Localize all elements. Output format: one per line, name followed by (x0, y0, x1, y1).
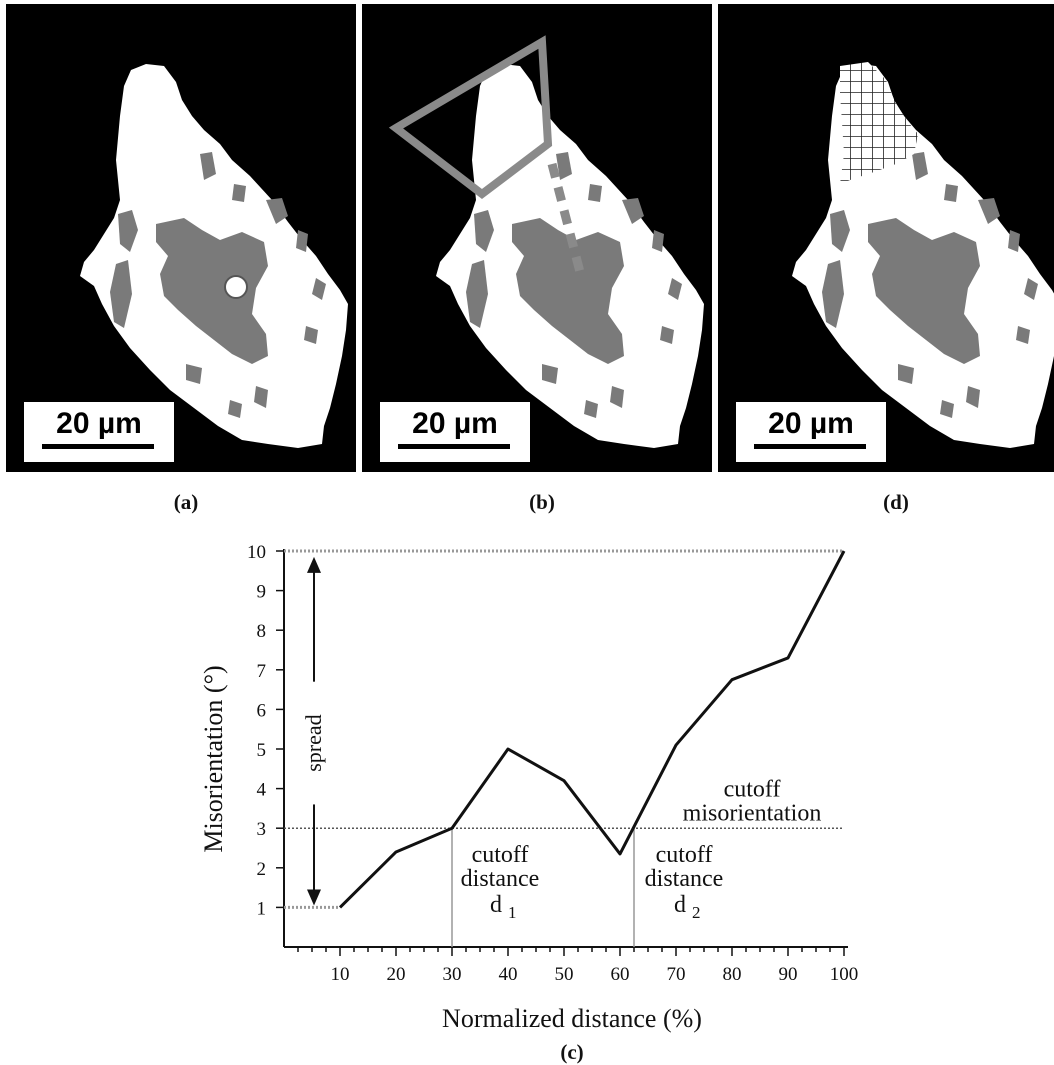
scale-bar: 20 µm (380, 402, 530, 462)
y-tick-label: 2 (257, 859, 267, 880)
cutoff-distance-d1-label-line1: cutoff (472, 842, 529, 868)
chart-labels: spread Normalized distance (%) Misorientat… (199, 665, 821, 1064)
spread-label: spread (301, 714, 326, 771)
x-tick-label: 100 (830, 964, 859, 985)
y-tick-label: 5 (257, 740, 267, 761)
cutoff-distance-d1-label-subscript: 1 (508, 903, 517, 922)
micrograph-panel-a: 20 µm (6, 4, 356, 472)
cutoff-distance-d1-label-symbol: d (490, 892, 502, 918)
panel-label-b: (b) (529, 490, 555, 514)
panel-label-d: (d) (883, 490, 909, 514)
scale-bar-line (398, 444, 510, 449)
x-tick-label: 50 (555, 964, 574, 985)
reference-lines (284, 549, 844, 947)
x-tick-label: 10 (331, 964, 350, 985)
x-tick-label: 60 (611, 964, 630, 985)
spread-arrowhead-up (307, 556, 321, 573)
cutoff-distance-d2-label-symbol: d (674, 892, 686, 918)
panel-label-a: (a) (173, 490, 199, 514)
scale-bar-label: 20 µm (412, 407, 498, 440)
y-tick-label: 3 (257, 819, 267, 840)
cutoff-distance-d2-label-line2: distance (645, 866, 724, 892)
x-tick-label: 20 (387, 964, 406, 985)
cutoff-distance-d2-label-line1: cutoff (656, 842, 713, 868)
sector-overlay (388, 35, 553, 200)
chart-series (338, 550, 846, 909)
grain-map-a (80, 64, 348, 448)
chart-axes: 10 20 30 40 50 60 70 80 90 100 1 2 3 4 5 6 7 8 9 10 (247, 542, 858, 985)
spread-arrowhead-down (307, 889, 321, 906)
misorientation-chart: 10 20 30 40 50 60 70 80 90 100 1 2 3 4 5 6 7 8 9 10 spread N… (199, 542, 858, 1064)
x-tick-label: 70 (667, 964, 686, 985)
x-tick-label: 30 (443, 964, 462, 985)
panel-label-c: (c) (560, 1040, 583, 1064)
y-tick-label: 7 (257, 661, 267, 682)
y-axis-title: Misorientation (°) (199, 665, 228, 852)
y-tick-label: 6 (257, 700, 267, 721)
x-tick-label: 90 (779, 964, 798, 985)
grain-map-b (388, 35, 704, 448)
cutoff-misorientation-label-line1: cutoff (724, 777, 781, 803)
grain-map-d (792, 62, 1054, 448)
scale-bar-line (42, 444, 154, 449)
scale-bar-label: 20 µm (56, 407, 142, 440)
y-tick-label: 10 (247, 542, 266, 563)
cutoff-misorientation-label-line2: misorientation (683, 801, 822, 827)
y-tick-label: 9 (257, 582, 267, 603)
y-tick-label: 1 (257, 898, 267, 919)
micrograph-panel-b: 20 µm (362, 4, 712, 472)
x-axis-title: Normalized distance (%) (442, 1004, 702, 1033)
dashed-axis-overlay (547, 162, 585, 274)
x-tick-label: 40 (499, 964, 518, 985)
misorientation-series-line (338, 550, 846, 909)
y-tick-label: 8 (257, 621, 267, 642)
scale-bar-line (754, 444, 866, 449)
x-tick-label: 80 (723, 964, 742, 985)
reference-point-marker (224, 275, 248, 299)
scale-bar: 20 µm (736, 402, 886, 462)
scale-bar: 20 µm (24, 402, 174, 462)
cutoff-distance-d1-label-line2: distance (461, 866, 540, 892)
y-tick-label: 4 (257, 780, 267, 801)
scale-bar-label: 20 µm (768, 407, 854, 440)
cutoff-distance-d2-label-subscript: 2 (692, 903, 701, 922)
micrograph-panel-d: 20 µm (718, 4, 1054, 472)
